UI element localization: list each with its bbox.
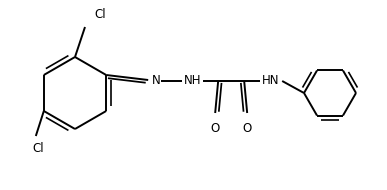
Text: Cl: Cl bbox=[32, 142, 44, 155]
Text: HN: HN bbox=[262, 74, 279, 88]
Text: O: O bbox=[243, 122, 252, 135]
Text: O: O bbox=[211, 122, 220, 135]
Text: N: N bbox=[152, 74, 161, 88]
Text: Cl: Cl bbox=[94, 8, 106, 21]
Text: NH: NH bbox=[183, 74, 201, 88]
